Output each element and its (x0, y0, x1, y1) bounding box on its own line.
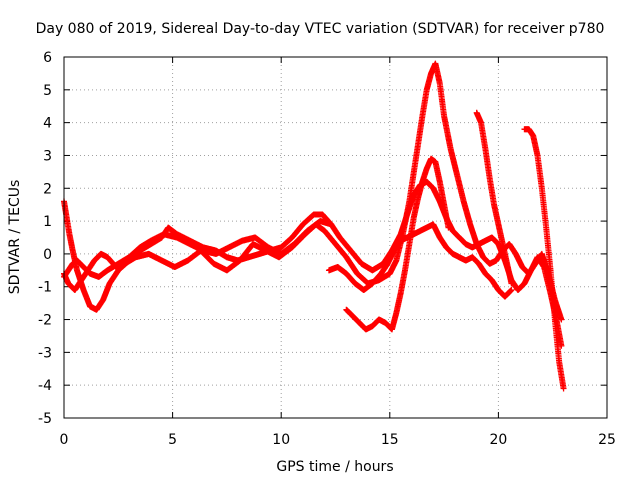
series-track-d (325, 221, 515, 300)
series-track-c (61, 218, 335, 280)
data-point (558, 316, 565, 323)
y-tick-label: 6 (43, 50, 52, 66)
plot-area (61, 60, 567, 392)
x-tick-label: 0 (60, 432, 69, 448)
x-tick-label: 25 (598, 432, 616, 448)
y-tick-label: 0 (43, 247, 52, 263)
data-point (508, 280, 515, 287)
y-tick-label: 5 (43, 83, 52, 99)
series-track-e (343, 155, 452, 333)
series-track-g (521, 126, 567, 392)
series-track-b (61, 60, 565, 323)
y-tick-label: 3 (43, 148, 52, 164)
y-tick-label: 4 (43, 116, 52, 132)
y-tick-label: -4 (38, 378, 52, 394)
plot-border (63, 56, 608, 419)
x-tick-label: 5 (168, 432, 177, 448)
y-tick-label: -5 (38, 411, 52, 427)
data-point (328, 221, 335, 228)
chart-title: Day 080 of 2019, Sidereal Day-to-day VTE… (36, 21, 605, 37)
x-tick-label: 15 (381, 432, 399, 448)
axis-ticks: 0 5 10 15 20 25 -5 -4 -3 -2 -1 0 1 2 3 4 5 6 (38, 50, 616, 448)
x-tick-label: 20 (489, 432, 507, 448)
y-tick-label: 2 (43, 181, 52, 197)
x-tick-label: 10 (272, 432, 290, 448)
y-tick-label: -1 (38, 280, 52, 296)
data-point (560, 385, 567, 392)
data-point (508, 287, 515, 294)
y-tick-label: -2 (38, 313, 52, 329)
y-axis-label: SDTVAR / TECUs (7, 180, 23, 295)
grid-lines (64, 57, 607, 418)
series-track-f (473, 109, 515, 287)
y-tick-label: 1 (43, 214, 52, 230)
data-point (445, 224, 452, 231)
y-tick-label: -3 (38, 345, 52, 361)
x-axis-label: GPS time / hours (276, 459, 393, 475)
